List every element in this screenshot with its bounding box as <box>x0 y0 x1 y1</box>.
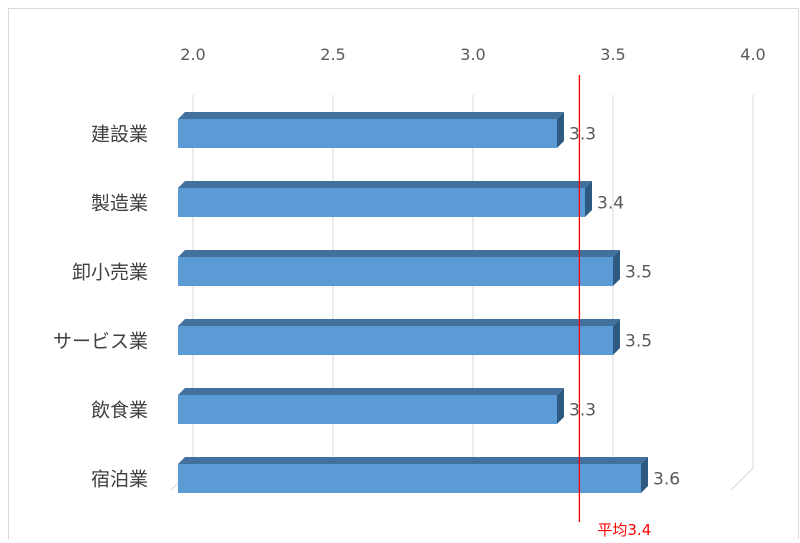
x-tick-label: 2.5 <box>320 45 345 64</box>
category-label: 建設業 <box>91 124 148 146</box>
bar-front-face <box>178 326 613 355</box>
bar-front-face <box>178 395 557 424</box>
x-tick-label: 2.0 <box>180 45 205 64</box>
data-label: 3.6 <box>653 470 680 490</box>
average-reference: 平均3.4 <box>578 75 651 539</box>
bar-side-face <box>585 181 592 217</box>
bar-side-face <box>557 388 564 424</box>
bar-front-face <box>178 188 585 217</box>
bar-top-face <box>178 388 564 395</box>
bar <box>178 250 620 286</box>
bar-top-face <box>178 319 620 326</box>
bar-front-face <box>178 464 641 493</box>
bar-front-face <box>178 119 557 148</box>
bar-top-face <box>178 457 648 464</box>
data-label: 3.5 <box>625 263 652 283</box>
bars <box>178 112 648 493</box>
gridline-floor <box>730 467 754 491</box>
data-label: 3.3 <box>569 401 596 421</box>
x-tick-label: 4.0 <box>740 45 765 64</box>
category-label: 製造業 <box>91 193 148 215</box>
bar <box>178 457 648 493</box>
category-label: 飲食業 <box>91 400 148 422</box>
data-labels: 3.3 3.4 3.5 3.5 3.3 3.6 <box>569 125 680 490</box>
bar-top-face <box>178 181 592 188</box>
bar <box>178 319 620 355</box>
bar <box>178 112 564 148</box>
data-label: 3.3 <box>569 125 596 145</box>
bar-side-face <box>613 319 620 355</box>
bar-front-face <box>178 257 613 286</box>
x-tick-label: 3.5 <box>600 45 625 64</box>
category-label: サービス業 <box>53 331 148 353</box>
x-tick-label: 3.0 <box>460 45 485 64</box>
category-label: 卸小売業 <box>72 262 148 284</box>
bar-top-face <box>178 250 620 257</box>
bar-top-face <box>178 112 564 119</box>
bar <box>178 181 592 217</box>
x-axis-ticks: 2.0 2.5 3.0 3.5 4.0 <box>180 45 765 64</box>
category-label: 宿泊業 <box>91 469 148 491</box>
bar-side-face <box>557 112 564 148</box>
data-label: 3.4 <box>597 194 624 214</box>
average-label: 平均3.4 <box>597 521 651 539</box>
data-label: 3.5 <box>625 332 652 352</box>
bar-side-face <box>641 457 648 493</box>
bar-side-face <box>613 250 620 286</box>
bar <box>178 388 564 424</box>
